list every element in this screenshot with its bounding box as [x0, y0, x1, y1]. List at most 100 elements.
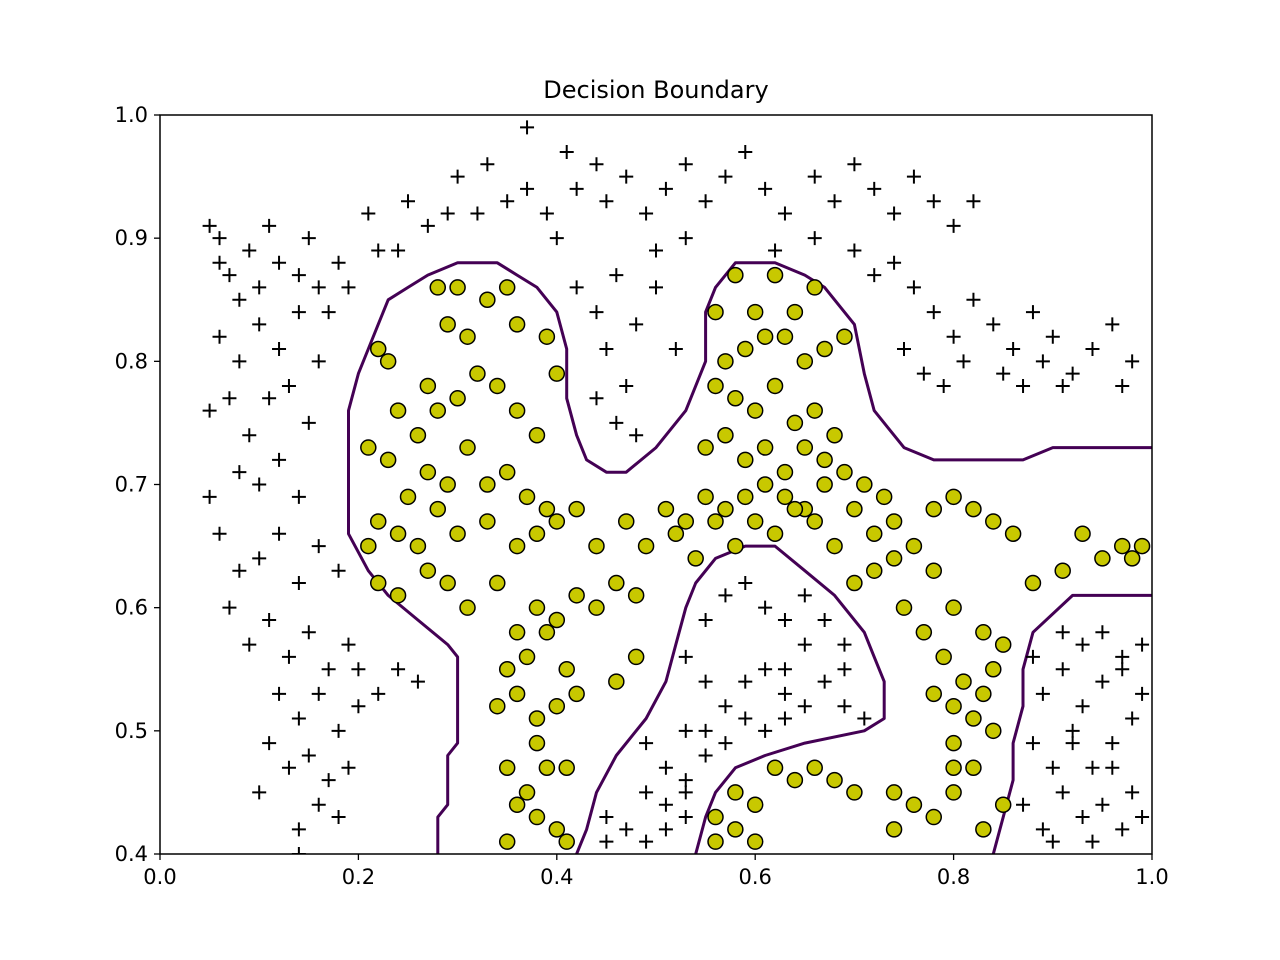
- positive-point: [727, 266, 744, 284]
- negative-point: [202, 489, 217, 504]
- positive-point: [786, 500, 804, 518]
- negative-point: [807, 169, 822, 184]
- negative-point: [1055, 662, 1070, 677]
- positive-point: [727, 821, 744, 838]
- positive-point: [508, 402, 526, 419]
- negative-point: [887, 206, 902, 221]
- y-tick-label: 0.5: [115, 719, 148, 743]
- negative-point: [569, 181, 584, 196]
- negative-point: [609, 268, 624, 283]
- negative-point: [718, 588, 733, 603]
- positive-point: [449, 525, 466, 543]
- positive-point: [558, 759, 575, 777]
- positive-point: [697, 488, 714, 506]
- negative-point: [549, 231, 564, 246]
- negative-point: [1095, 797, 1110, 812]
- y-tick-label: 0.9: [115, 226, 148, 250]
- positive-point: [429, 402, 447, 419]
- positive-point: [369, 574, 387, 592]
- chart-title: Decision Boundary: [543, 76, 768, 104]
- positive-point: [677, 513, 695, 530]
- positive-point: [538, 328, 556, 345]
- positive-point: [727, 537, 744, 555]
- positive-point: [369, 340, 387, 358]
- positive-point: [1094, 550, 1111, 567]
- positive-point: [756, 328, 774, 345]
- negative-point: [341, 280, 356, 295]
- positive-point: [816, 476, 833, 493]
- positive-point: [885, 550, 903, 567]
- positive-point: [419, 463, 437, 481]
- positive-point: [975, 624, 992, 641]
- negative-point: [291, 576, 306, 591]
- negative-point: [520, 181, 535, 196]
- positive-point: [1004, 525, 1022, 543]
- positive-point: [360, 537, 377, 555]
- positive-point: [806, 402, 823, 419]
- positive-point: [568, 500, 585, 518]
- positive-point: [558, 661, 575, 678]
- negative-point: [678, 810, 693, 825]
- positive-point: [875, 488, 893, 506]
- negative-point: [1135, 686, 1150, 701]
- negative-point: [1095, 625, 1110, 640]
- negative-point: [986, 317, 1001, 332]
- positive-point: [449, 279, 466, 296]
- negative-point: [301, 748, 316, 763]
- negative-point: [410, 674, 425, 689]
- negative-point: [678, 157, 693, 172]
- negative-point: [777, 686, 792, 701]
- negative-point: [212, 255, 227, 270]
- positive-point: [687, 550, 704, 567]
- negative-point: [857, 711, 872, 726]
- negative-point: [252, 551, 267, 566]
- x-tick-label: 0.0: [143, 865, 176, 889]
- negative-point: [212, 329, 227, 344]
- negative-point: [272, 255, 287, 270]
- negative-point: [837, 662, 852, 677]
- positive-point: [955, 673, 972, 690]
- positive-point: [459, 328, 476, 345]
- positive-point: [637, 537, 655, 555]
- negative-point: [758, 600, 773, 615]
- negative-point: [291, 822, 306, 837]
- positive-point: [707, 833, 724, 850]
- negative-point: [391, 243, 406, 258]
- negative-point: [1135, 637, 1150, 652]
- positive-point: [885, 821, 903, 838]
- negative-point: [797, 588, 812, 603]
- negative-point: [1125, 785, 1140, 800]
- negative-point: [777, 612, 792, 627]
- negative-point: [520, 120, 535, 135]
- positive-point: [865, 525, 883, 543]
- negative-point: [252, 317, 267, 332]
- negative-point: [291, 305, 306, 320]
- negative-point: [1075, 810, 1090, 825]
- negative-point: [1075, 637, 1090, 652]
- negative-point: [311, 797, 326, 812]
- negative-point: [331, 723, 346, 738]
- negative-point: [827, 194, 842, 209]
- negative-point: [936, 378, 951, 393]
- positive-point: [617, 513, 635, 530]
- negative-point: [1105, 317, 1120, 332]
- negative-point: [768, 243, 783, 258]
- negative-point: [698, 674, 713, 689]
- positive-point: [856, 476, 873, 493]
- negative-point: [301, 415, 316, 430]
- positive-point: [538, 624, 556, 641]
- negative-point: [1115, 378, 1130, 393]
- negative-point: [341, 637, 356, 652]
- negative-point: [321, 305, 336, 320]
- negative-point: [777, 206, 792, 221]
- negative-point: [559, 144, 574, 159]
- positive-point: [836, 328, 853, 345]
- positive-point: [925, 562, 943, 579]
- negative-point: [718, 169, 733, 184]
- positive-point: [945, 488, 962, 506]
- negative-point: [867, 268, 882, 283]
- negative-point: [867, 181, 882, 196]
- negative-point: [619, 378, 634, 393]
- x-tick-label: 1.0: [1135, 865, 1168, 889]
- negative-point: [1045, 760, 1060, 775]
